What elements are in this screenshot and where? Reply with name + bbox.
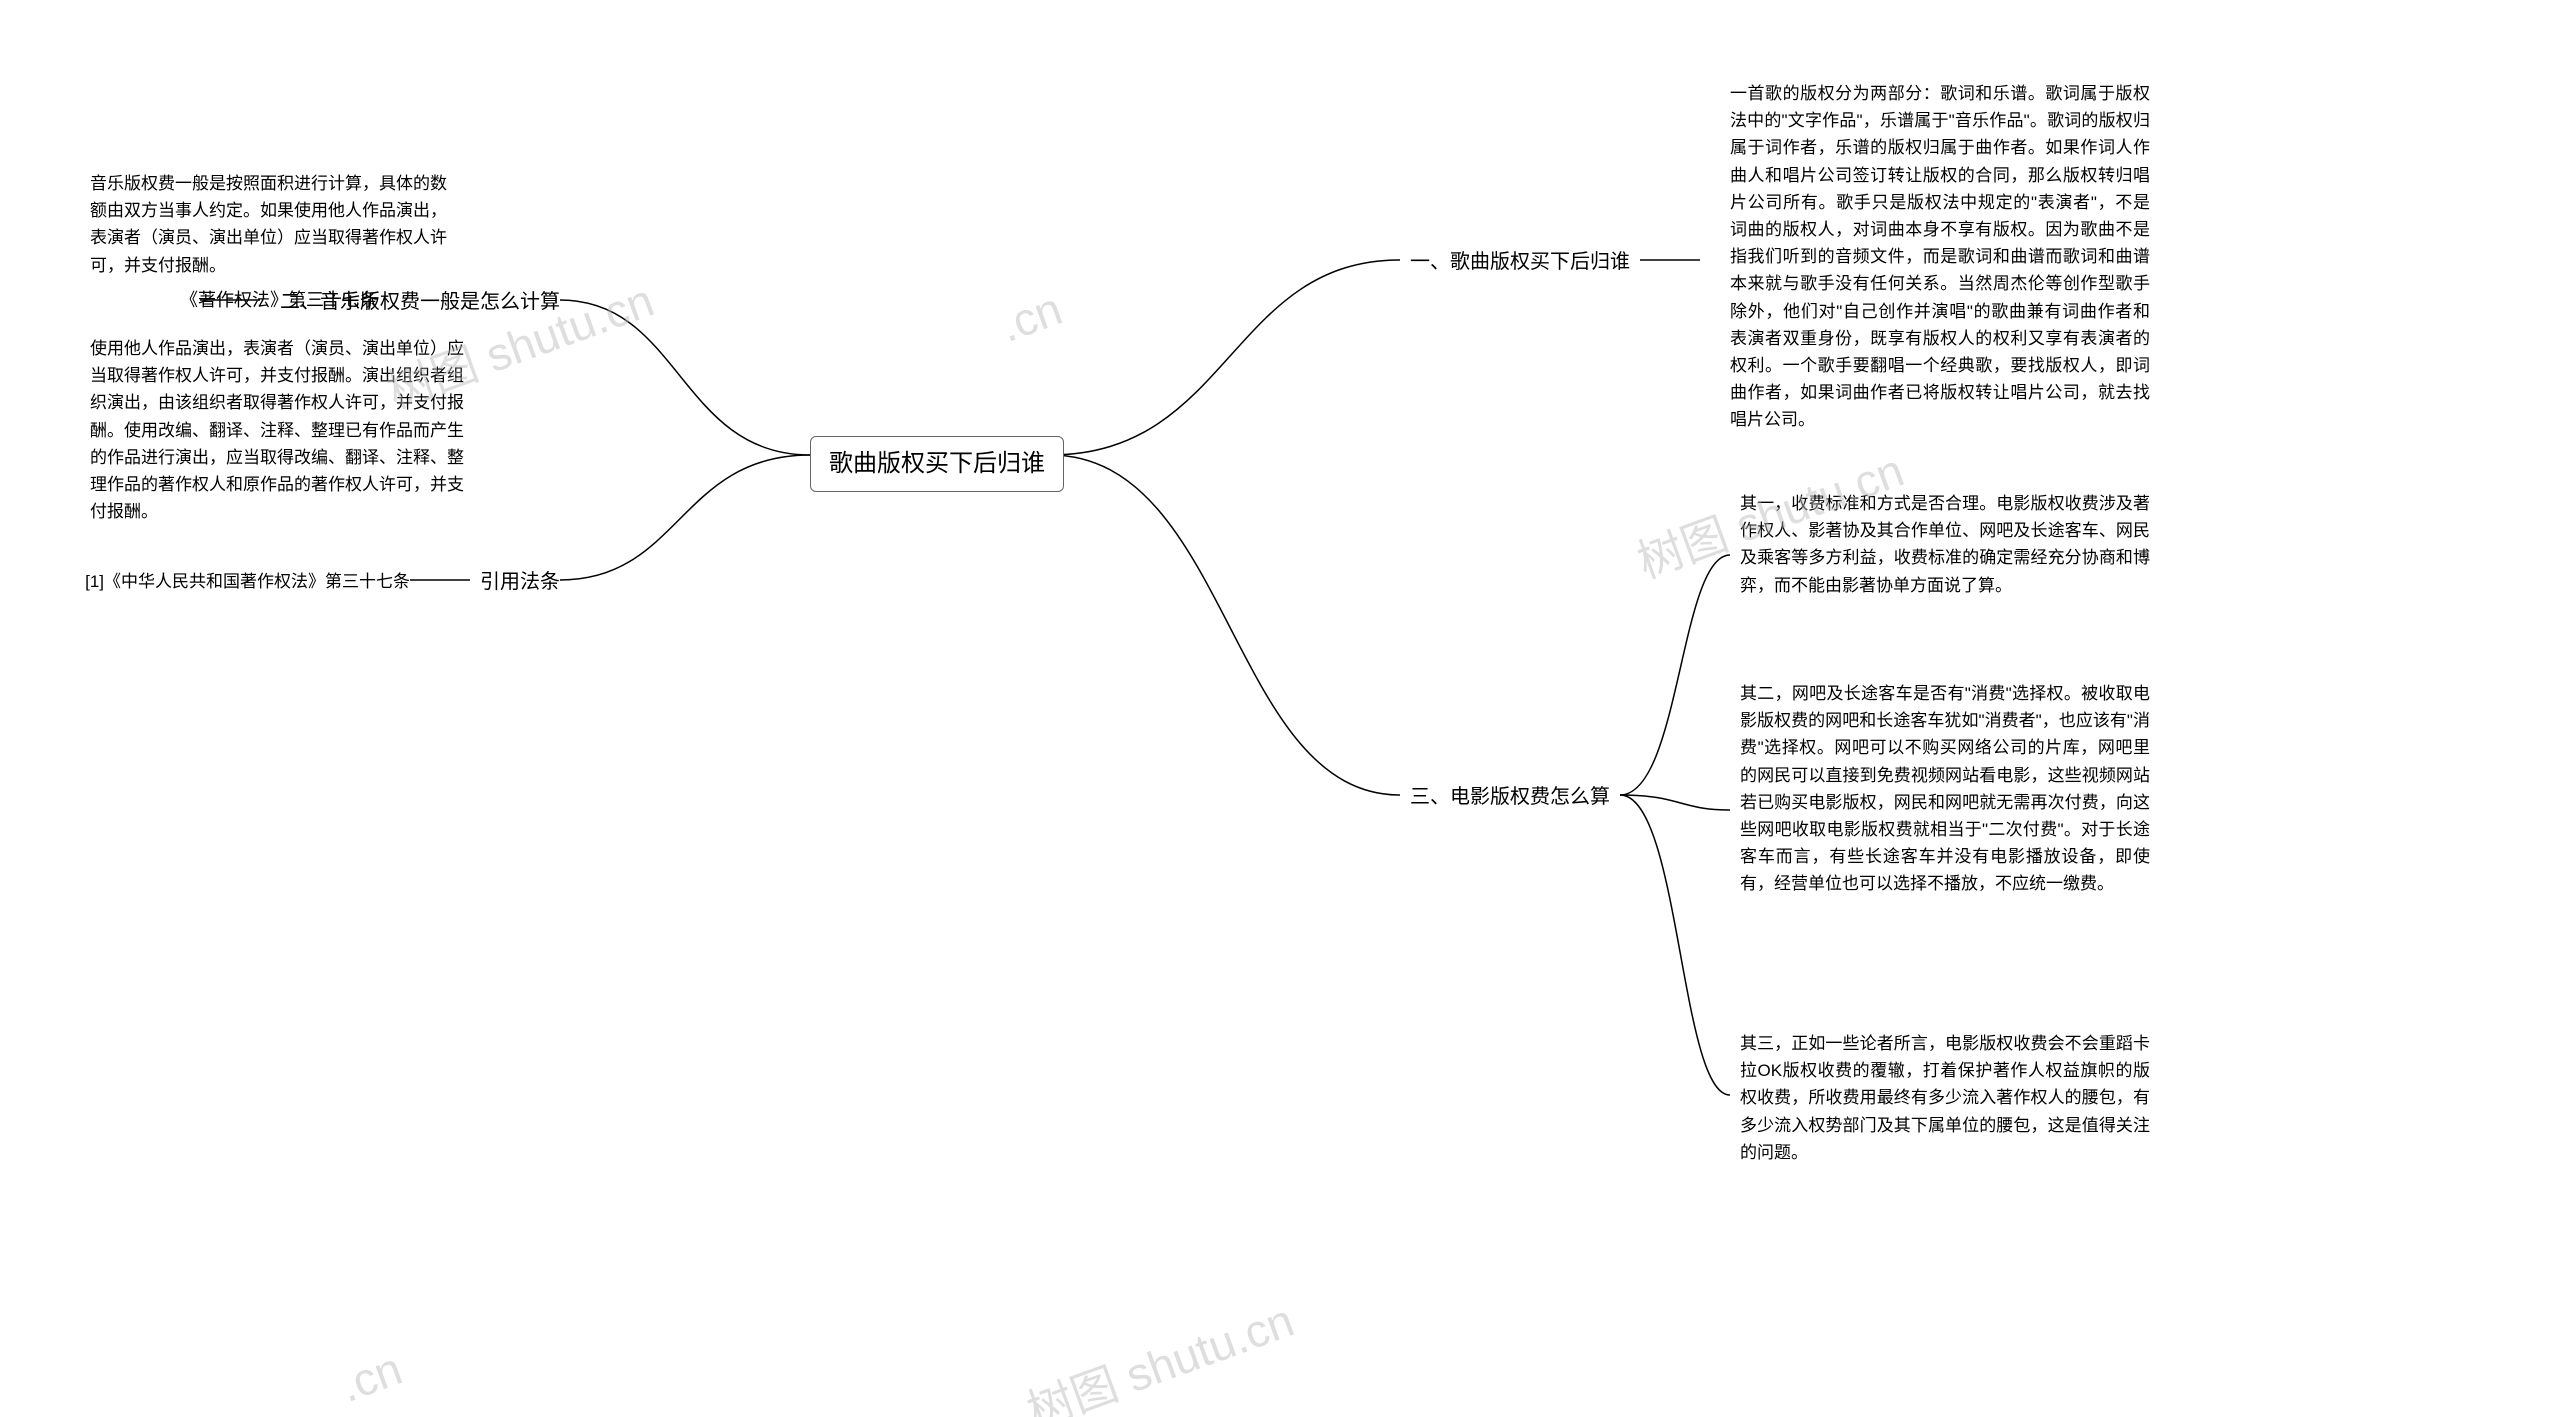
- watermark: .cn: [993, 281, 1069, 353]
- branch-4[interactable]: 引用法条: [480, 566, 560, 598]
- branch-2-sub[interactable]: 《著作权法》第三十七条: [180, 286, 378, 315]
- leaf-1-1: 一首歌的版权分为两部分：歌词和乐谱。歌词属于版权法中的"文字作品"，乐谱属于"音…: [1730, 80, 2150, 433]
- root-node[interactable]: 歌曲版权买下后归谁: [810, 436, 1064, 492]
- branch-2-sub-label: 《著作权法》第三十七条: [180, 290, 378, 310]
- leaf-3-3: 其三，正如一些论者所言，电影版权收费会不会重蹈卡拉OK版权收费的覆辙，打着保护著…: [1740, 1030, 2150, 1166]
- branch-1[interactable]: 一、歌曲版权买下后归谁: [1410, 246, 1630, 278]
- watermark: .cn: [333, 1341, 409, 1413]
- branch-4-label: 引用法条: [480, 571, 560, 593]
- leaf-3-2: 其二，网吧及长途客车是否有"消费"选择权。被收取电影版权费的网吧和长途客车犹如"…: [1740, 680, 2150, 898]
- watermark: 树图 shutu.cn: [1017, 1284, 1301, 1417]
- branch-3[interactable]: 三、电影版权费怎么算: [1410, 781, 1610, 813]
- leaf-3-1: 其一，收费标准和方式是否合理。电影版权收费涉及著作权人、影著协及其合作单位、网吧…: [1740, 490, 2150, 599]
- leaf-4-1: [1]《中华人民共和国著作权法》第三十七条: [85, 568, 410, 595]
- leaf-2-2: 使用他人作品演出，表演者（演员、演出单位）应当取得著作权人许可，并支付报酬。演出…: [90, 335, 480, 525]
- leaf-2-1: 音乐版权费一般是按照面积进行计算，具体的数额由双方当事人约定。如果使用他人作品演…: [90, 170, 460, 279]
- branch-3-label: 三、电影版权费怎么算: [1410, 786, 1610, 808]
- branch-1-label: 一、歌曲版权买下后归谁: [1410, 251, 1630, 273]
- root-label: 歌曲版权买下后归谁: [829, 450, 1045, 477]
